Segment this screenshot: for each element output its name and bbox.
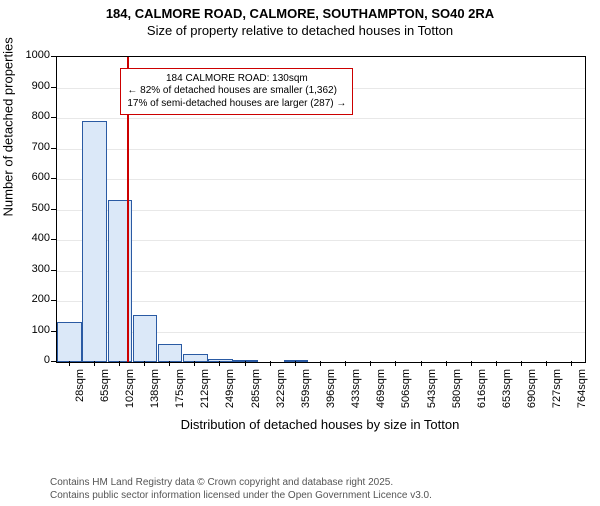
gridline <box>57 301 585 302</box>
x-tick-mark <box>546 361 547 366</box>
x-tick-label: 65sqm <box>99 369 111 419</box>
x-tick-mark <box>521 361 522 366</box>
x-tick-label: 506sqm <box>400 369 412 419</box>
y-tick-label: 0 <box>14 354 50 366</box>
x-tick-label: 616sqm <box>476 369 488 419</box>
x-tick-mark <box>245 361 246 366</box>
y-tick-label: 300 <box>14 263 50 275</box>
x-tick-mark <box>345 361 346 366</box>
x-tick-label: 396sqm <box>325 369 337 419</box>
y-tick-label: 700 <box>14 141 50 153</box>
x-tick-mark <box>421 361 422 366</box>
histogram-bar <box>158 344 183 362</box>
x-tick-mark <box>471 361 472 366</box>
x-tick-mark <box>144 361 145 366</box>
x-tick-label: 102sqm <box>124 369 136 419</box>
y-tick-label: 100 <box>14 324 50 336</box>
x-tick-label: 138sqm <box>149 369 161 419</box>
gridline <box>57 210 585 211</box>
x-tick-label: 469sqm <box>375 369 387 419</box>
histogram-chart: 184 CALMORE ROAD: 130sqm← 82% of detache… <box>0 50 600 450</box>
x-tick-mark <box>194 361 195 366</box>
x-tick-mark <box>169 361 170 366</box>
y-tick-mark <box>51 300 56 301</box>
gridline <box>57 240 585 241</box>
annotation-line: 184 CALMORE ROAD: 130sqm <box>127 73 346 86</box>
y-tick-label: 1000 <box>14 49 50 61</box>
x-tick-label: 249sqm <box>224 369 236 419</box>
x-tick-label: 359sqm <box>300 369 312 419</box>
y-tick-label: 400 <box>14 232 50 244</box>
x-tick-label: 580sqm <box>451 369 463 419</box>
x-tick-mark <box>320 361 321 366</box>
y-tick-mark <box>51 209 56 210</box>
y-tick-label: 900 <box>14 80 50 92</box>
x-tick-label: 212sqm <box>199 369 211 419</box>
x-tick-label: 433sqm <box>350 369 362 419</box>
x-tick-mark <box>119 361 120 366</box>
x-tick-label: 285sqm <box>250 369 262 419</box>
gridline <box>57 149 585 150</box>
x-tick-label: 28sqm <box>74 369 86 419</box>
footer-line-1: Contains HM Land Registry data © Crown c… <box>50 477 432 490</box>
x-tick-mark <box>395 361 396 366</box>
x-tick-mark <box>571 361 572 366</box>
histogram-bar <box>284 360 309 362</box>
y-tick-label: 500 <box>14 202 50 214</box>
histogram-bar <box>233 360 258 362</box>
x-tick-label: 175sqm <box>174 369 186 419</box>
annotation-line: 17% of semi-detached houses are larger (… <box>127 98 346 111</box>
x-tick-mark <box>69 361 70 366</box>
y-tick-label: 600 <box>14 171 50 183</box>
x-tick-label: 653sqm <box>501 369 513 419</box>
y-tick-label: 800 <box>14 110 50 122</box>
histogram-bar <box>133 315 158 362</box>
x-tick-mark <box>219 361 220 366</box>
y-tick-mark <box>51 117 56 118</box>
y-tick-mark <box>51 361 56 362</box>
page-subtitle: Size of property relative to detached ho… <box>0 23 600 38</box>
footer-line-2: Contains public sector information licen… <box>50 490 432 503</box>
y-tick-mark <box>51 56 56 57</box>
histogram-bar <box>82 121 107 362</box>
page-title: 184, CALMORE ROAD, CALMORE, SOUTHAMPTON,… <box>0 6 600 21</box>
x-tick-label: 727sqm <box>551 369 563 419</box>
attribution-footer: Contains HM Land Registry data © Crown c… <box>50 477 432 502</box>
x-tick-mark <box>270 361 271 366</box>
x-tick-label: 764sqm <box>576 369 588 419</box>
y-tick-mark <box>51 270 56 271</box>
x-tick-mark <box>94 361 95 366</box>
gridline <box>57 179 585 180</box>
gridline <box>57 118 585 119</box>
y-tick-mark <box>51 148 56 149</box>
x-tick-label: 322sqm <box>275 369 287 419</box>
x-axis-title: Distribution of detached houses by size … <box>170 417 470 432</box>
annotation-line: ← 82% of detached houses are smaller (1,… <box>127 85 346 98</box>
y-tick-label: 200 <box>14 293 50 305</box>
gridline <box>57 271 585 272</box>
y-tick-mark <box>51 239 56 240</box>
annotation-box: 184 CALMORE ROAD: 130sqm← 82% of detache… <box>120 68 353 116</box>
x-tick-label: 690sqm <box>526 369 538 419</box>
x-tick-mark <box>496 361 497 366</box>
histogram-bar <box>57 322 82 362</box>
y-tick-mark <box>51 178 56 179</box>
x-tick-mark <box>295 361 296 366</box>
x-tick-label: 543sqm <box>426 369 438 419</box>
y-tick-mark <box>51 331 56 332</box>
y-axis-title: Number of detached properties <box>1 200 16 216</box>
y-tick-mark <box>51 87 56 88</box>
x-tick-mark <box>370 361 371 366</box>
x-tick-mark <box>446 361 447 366</box>
plot-area: 184 CALMORE ROAD: 130sqm← 82% of detache… <box>56 56 586 363</box>
